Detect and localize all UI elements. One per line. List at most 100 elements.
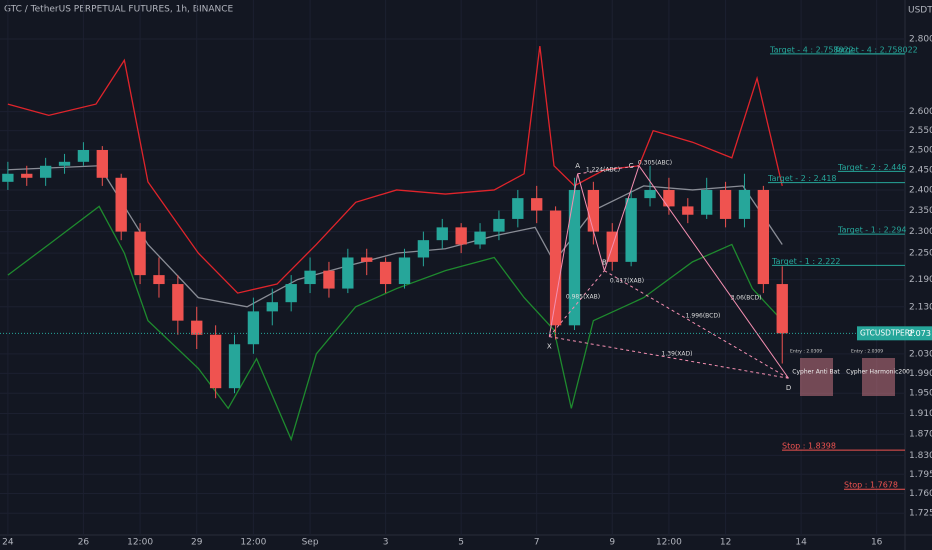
pattern-line bbox=[548, 173, 579, 337]
x-tick-label: 29 bbox=[191, 538, 203, 548]
entry-label: Entry : 2.0309 bbox=[790, 349, 822, 355]
candle-body bbox=[266, 302, 278, 312]
x-tick-label: 12:00 bbox=[240, 538, 266, 548]
x-tick-label: 12:00 bbox=[127, 538, 153, 548]
y-tick-label: 1.910 bbox=[909, 409, 932, 419]
candle-body bbox=[153, 275, 165, 285]
candle-body bbox=[417, 240, 430, 258]
candle-body bbox=[134, 231, 146, 276]
pattern-line bbox=[549, 336, 789, 379]
y-tick-label: 2.550 bbox=[909, 126, 932, 136]
candle-body bbox=[228, 344, 241, 389]
signal-box bbox=[800, 358, 833, 396]
y-tick-label: 2.600 bbox=[909, 107, 932, 117]
ratio-label: 0.417(XAB) bbox=[610, 278, 644, 285]
candle-body bbox=[776, 284, 788, 334]
candle-body bbox=[663, 189, 675, 207]
y-tick-label: 2.800 bbox=[909, 35, 932, 45]
y-tick-label: 2.130 bbox=[909, 302, 932, 312]
level-label: Target - 4 : 2.758022 bbox=[769, 45, 854, 54]
candle-body bbox=[96, 149, 108, 178]
candle-body bbox=[531, 198, 543, 211]
y-tick-label: 1.830 bbox=[909, 451, 932, 461]
y-tick-label: 2.030 bbox=[909, 349, 932, 359]
y-tick-label: 2.500 bbox=[909, 145, 932, 155]
pattern-point-label: A bbox=[575, 162, 580, 170]
candle-body bbox=[2, 173, 14, 182]
pattern-line bbox=[548, 270, 605, 337]
y-tick-label: 1.950 bbox=[909, 389, 932, 399]
x-tick-label: 26 bbox=[78, 538, 90, 548]
level-label: Target - 2 : 2.446 bbox=[837, 163, 907, 172]
candle-body bbox=[77, 149, 90, 162]
y-tick-label: 2.190 bbox=[909, 275, 932, 285]
y-tick-label: 2.450 bbox=[909, 165, 932, 175]
candle-body bbox=[757, 189, 770, 285]
x-tick-label: 9 bbox=[609, 538, 615, 548]
candle-body bbox=[323, 270, 335, 289]
pattern-point-label: D bbox=[786, 384, 791, 392]
level-label: Target - 1 : 2.294 bbox=[837, 226, 907, 235]
y-tick-label: 1.990 bbox=[909, 369, 932, 379]
x-tick-label: 12:00 bbox=[656, 538, 682, 548]
candle-body bbox=[304, 270, 316, 285]
candle-body bbox=[493, 218, 505, 232]
y-tick-label: 1.795 bbox=[909, 470, 932, 480]
candle-body bbox=[549, 210, 562, 326]
candle-body bbox=[379, 261, 392, 285]
candle-body bbox=[625, 198, 637, 262]
level-label: Target - 1 : 2.222 bbox=[771, 257, 841, 266]
candle-body bbox=[455, 227, 467, 245]
x-tick-label: 5 bbox=[458, 538, 464, 548]
candle-body bbox=[58, 161, 71, 166]
currency: USDT bbox=[908, 6, 932, 16]
pattern-point-label: B bbox=[602, 259, 607, 267]
level-label: Stop : 1.7678 bbox=[844, 481, 898, 490]
candle-body bbox=[738, 189, 751, 219]
pattern-point-label: C bbox=[629, 162, 634, 170]
x-tick-label: 24 bbox=[2, 538, 14, 548]
ratio-label: 3.06(BCD) bbox=[731, 295, 762, 302]
y-tick-label: 2.400 bbox=[909, 185, 932, 195]
x-tick-label: 3 bbox=[383, 538, 389, 548]
candle-body bbox=[568, 189, 581, 326]
candle-body bbox=[398, 257, 411, 285]
ratio-label: 1.224(ABC) bbox=[586, 167, 620, 174]
ratio-label: 0.985(XAB) bbox=[566, 294, 600, 301]
candle-body bbox=[191, 320, 203, 335]
signal-box bbox=[862, 358, 895, 396]
y-tick-label: 1.870 bbox=[909, 430, 932, 440]
indicator-line bbox=[7, 205, 783, 442]
candle-body bbox=[436, 227, 448, 241]
indicator-line bbox=[7, 45, 783, 294]
x-tick-label: 14 bbox=[795, 538, 807, 548]
candle-body bbox=[172, 284, 184, 321]
level-label: Target - 2 : 2.418 bbox=[767, 174, 837, 183]
level-label: Stop : 1.8398 bbox=[782, 442, 836, 451]
y-tick-label: 2.250 bbox=[909, 249, 932, 259]
signal-box-label: Cypher Anti Bat bbox=[792, 369, 840, 376]
ratio-label: 0.305(ABC) bbox=[638, 160, 672, 167]
x-tick-label: Sep bbox=[302, 538, 319, 548]
candle-body bbox=[719, 189, 732, 219]
y-tick-label: 1.725 bbox=[909, 509, 932, 519]
candle-body bbox=[209, 334, 222, 389]
candle-body bbox=[285, 284, 297, 303]
candle-body bbox=[512, 198, 524, 219]
x-tick-label: 7 bbox=[534, 538, 540, 548]
candle-body bbox=[474, 231, 486, 245]
last-price-symbol: GTCUSDTPERP bbox=[860, 328, 915, 337]
pattern-line bbox=[577, 165, 640, 175]
y-tick-label: 2.300 bbox=[909, 227, 932, 237]
candle-body bbox=[644, 189, 656, 199]
x-tick-label: 12 bbox=[720, 538, 731, 548]
pattern-point-label: X bbox=[547, 343, 552, 351]
candle-body bbox=[682, 206, 694, 215]
ratio-label: 1.996(BCD) bbox=[686, 313, 721, 320]
y-tick-label: 2.350 bbox=[909, 206, 932, 216]
x-tick-label: 16 bbox=[871, 538, 883, 548]
level-label: Target - 4 : 2.758022 bbox=[833, 45, 918, 54]
ratio-label: 1.39(XAD) bbox=[662, 351, 693, 358]
